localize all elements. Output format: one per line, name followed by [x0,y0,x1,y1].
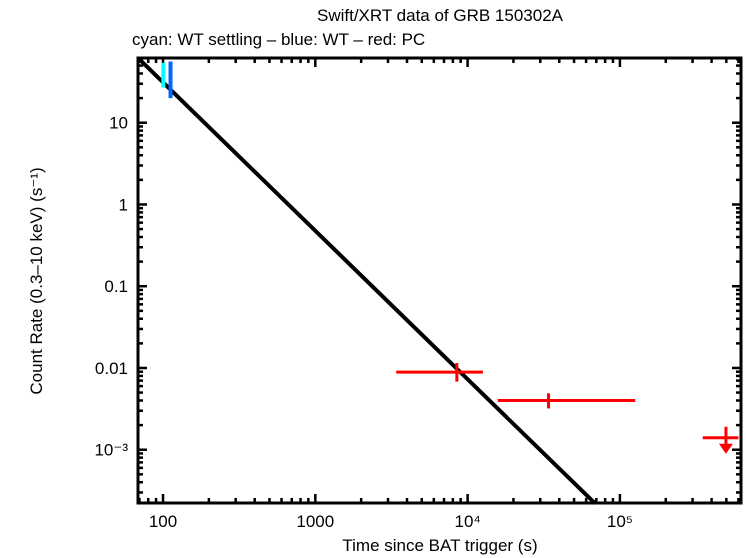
x-tick-label: 100 [149,512,177,531]
series-pc-upper-limit [702,426,739,454]
plot-frame [136,56,743,505]
y-tick-label: 0.1 [104,277,128,296]
y-tick-label: 10⁻³ [94,441,128,460]
y-tick-label: 0.01 [95,359,128,378]
y-tick-label: 1 [119,195,128,214]
x-tick-label: 10⁴ [454,512,480,531]
series-pc [396,363,636,409]
x-tick-label: 1000 [296,512,334,531]
x-tick-label: 10⁵ [607,512,633,531]
axis-ticks [138,57,741,503]
upper-limit-arrow-head [718,443,733,454]
x-axis-label: Time since BAT trigger (s) [342,536,538,555]
y-tick-label: 10 [109,114,128,133]
fit-line [136,56,597,505]
plot-title: Swift/XRT data of GRB 150302A [316,6,564,25]
plot-legend-subtitle: cyan: WT settling – blue: WT – red: PC [132,30,426,49]
tick-labels: 100 1000 10⁴ 10⁵ 10 1 0.1 0.01 10⁻³ [94,114,632,531]
